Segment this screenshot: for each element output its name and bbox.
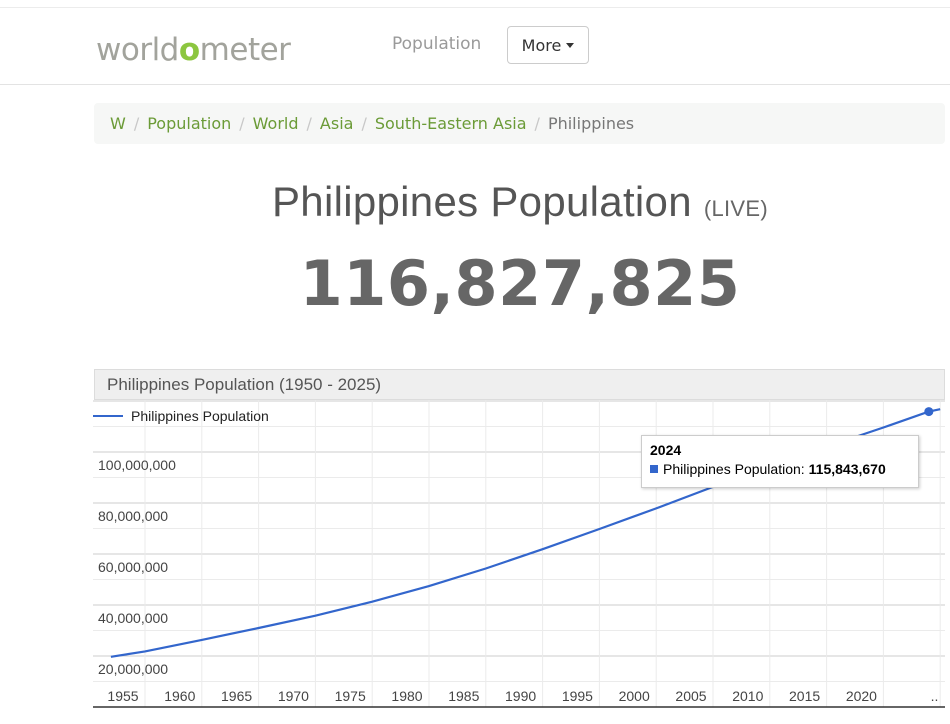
svg-text:2015: 2015 <box>789 688 820 704</box>
chart-header: Philippines Population (1950 - 2025) <box>94 369 945 400</box>
svg-text:60,000,000: 60,000,000 <box>98 559 168 575</box>
svg-text:1970: 1970 <box>278 688 309 704</box>
chart-legend[interactable]: Philippines Population <box>93 408 269 424</box>
breadcrumb-current: Philippines <box>547 114 635 133</box>
svg-text:1985: 1985 <box>448 688 479 704</box>
navbar: worldometer Population More <box>0 8 950 85</box>
tooltip-row: Philippines Population: 115,843,670 <box>650 461 910 477</box>
svg-text:1975: 1975 <box>335 688 366 704</box>
breadcrumb-separator: / <box>534 114 540 133</box>
svg-text:1960: 1960 <box>164 688 195 704</box>
logo-text-prefix: world <box>96 32 179 68</box>
breadcrumb-separator: / <box>306 114 312 133</box>
live-label: (LIVE) <box>703 196 769 221</box>
chart-tooltip: 2024 Philippines Population: 115,843,670 <box>641 435 919 488</box>
breadcrumb-separator: / <box>361 114 367 133</box>
svg-text:2010: 2010 <box>732 688 763 704</box>
svg-text:2020: 2020 <box>846 688 877 704</box>
logo-o: o <box>178 32 200 68</box>
breadcrumb-home[interactable]: W <box>110 114 126 133</box>
svg-text:40,000,000: 40,000,000 <box>98 610 168 626</box>
breadcrumb-asia[interactable]: Asia <box>319 114 354 133</box>
svg-text:100,000,000: 100,000,000 <box>98 457 176 473</box>
more-dropdown-button[interactable]: More <box>507 26 589 64</box>
svg-text:20,000,000: 20,000,000 <box>98 661 168 677</box>
legend-label: Philippines Population <box>131 408 269 424</box>
top-border <box>0 7 950 8</box>
tooltip-year: 2024 <box>650 442 682 458</box>
svg-text:2000: 2000 <box>619 688 650 704</box>
svg-text:1990: 1990 <box>505 688 536 704</box>
breadcrumb-separator: / <box>133 114 140 133</box>
page-title-text: Philippines Population <box>271 178 692 225</box>
breadcrumb-south-eastern-asia[interactable]: South-Eastern Asia <box>374 114 527 133</box>
more-button-label: More <box>521 35 562 55</box>
logo-text-suffix: meter <box>199 32 291 68</box>
breadcrumb-population[interactable]: Population <box>147 114 232 133</box>
breadcrumb-separator: / <box>239 114 245 133</box>
breadcrumb: W / Population / World / Asia / South-Ea… <box>94 103 945 144</box>
svg-text:1955: 1955 <box>107 688 138 704</box>
breadcrumb-world[interactable]: World <box>252 114 299 133</box>
svg-text:1980: 1980 <box>391 688 422 704</box>
svg-text:80,000,000: 80,000,000 <box>98 508 168 524</box>
worldometer-logo[interactable]: worldometer <box>96 32 291 68</box>
series-square-icon <box>650 465 658 473</box>
svg-text:..: .. <box>931 688 939 704</box>
svg-text:2005: 2005 <box>675 688 706 704</box>
live-population-counter: 116,827,825 <box>299 247 741 320</box>
page-title: Philippines Population (LIVE) <box>0 178 950 226</box>
svg-text:1965: 1965 <box>221 688 252 704</box>
svg-text:1995: 1995 <box>562 688 593 704</box>
tooltip-value: 115,843,670 <box>808 461 886 477</box>
caret-down-icon <box>566 42 575 48</box>
legend-line-icon <box>93 415 123 417</box>
nav-population-link[interactable]: Population <box>392 34 482 54</box>
tooltip-series-label: Philippines Population: <box>663 461 805 477</box>
